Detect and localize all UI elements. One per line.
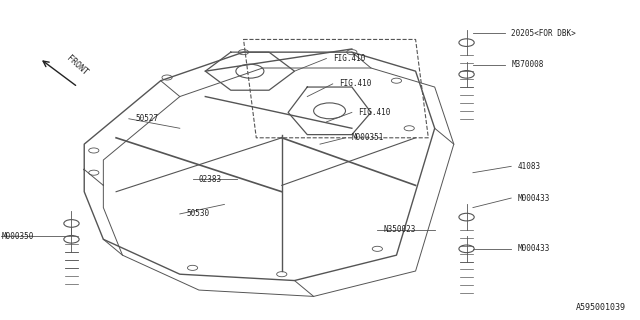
Text: M000351: M000351 bbox=[352, 133, 384, 142]
Text: M370008: M370008 bbox=[511, 60, 543, 69]
Text: FIG.410: FIG.410 bbox=[339, 79, 371, 88]
Text: A595001039: A595001039 bbox=[576, 303, 626, 312]
Text: M000433: M000433 bbox=[518, 194, 550, 203]
Text: FIG.410: FIG.410 bbox=[358, 108, 390, 117]
Text: FRONT: FRONT bbox=[65, 54, 90, 77]
Text: M000433: M000433 bbox=[518, 244, 550, 253]
Text: M000350: M000350 bbox=[1, 232, 34, 241]
Text: FIG.410: FIG.410 bbox=[333, 54, 365, 63]
Text: 02383: 02383 bbox=[199, 174, 222, 184]
Text: 20205<FOR DBK>: 20205<FOR DBK> bbox=[511, 28, 576, 38]
Text: N350023: N350023 bbox=[384, 225, 416, 234]
Text: 41083: 41083 bbox=[518, 162, 541, 171]
Text: 50527: 50527 bbox=[135, 114, 158, 123]
Text: 50530: 50530 bbox=[186, 209, 209, 219]
